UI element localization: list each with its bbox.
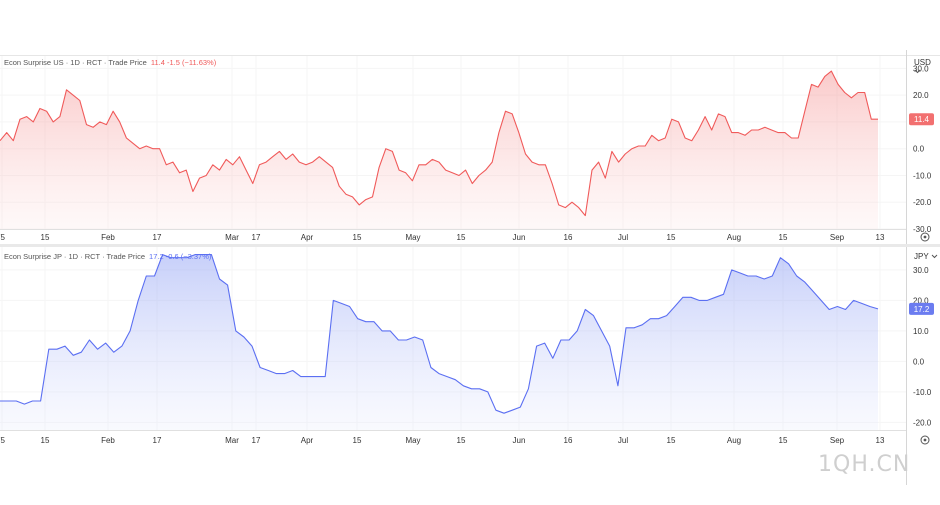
currency-jpy-selector[interactable]: JPY bbox=[914, 252, 938, 261]
currency-usd-selector[interactable]: USD bbox=[914, 58, 940, 76]
x-tick-label-us-16: Sep bbox=[830, 233, 845, 242]
x-tick-label-jp-9: 15 bbox=[457, 436, 466, 445]
x-tick-label-jp-13: 15 bbox=[667, 436, 676, 445]
y-tick-label-jp-2: 10.0 bbox=[913, 327, 929, 336]
y-tick-label-us-3: 0.0 bbox=[913, 145, 925, 154]
x-tick-label-us-6: Apr bbox=[301, 233, 314, 242]
last-value-badge-jp bbox=[909, 302, 934, 315]
x-tick-label-us-17: 13 bbox=[876, 233, 885, 242]
x-tick-label-jp-14: Aug bbox=[727, 436, 741, 445]
x-tick-label-jp-5: 17 bbox=[252, 436, 261, 445]
y-tick-label-jp-0: 30.0 bbox=[913, 266, 929, 275]
legend-us-label: Econ Surprise US · 1D · RCT · Trade Pric… bbox=[4, 58, 147, 67]
settings-icon[interactable] bbox=[920, 435, 930, 445]
x-tick-label-jp-15: 15 bbox=[779, 436, 788, 445]
x-tick-label-us-1: 15 bbox=[41, 233, 50, 242]
y-tick-label-us-0: 30.0 bbox=[913, 64, 929, 73]
legend-jp-values: 17.2 -0.6 (−3.37%) bbox=[149, 252, 212, 261]
x-tick-label-us-13: 15 bbox=[667, 233, 676, 242]
x-tick-label-us-8: May bbox=[405, 233, 420, 242]
x-tick-label-jp-0: '5 bbox=[0, 436, 6, 445]
x-tick-label-us-14: Aug bbox=[727, 233, 741, 242]
x-tick-label-jp-12: Jul bbox=[618, 436, 628, 445]
y-tick-label-jp-5: -20.0 bbox=[913, 418, 932, 427]
x-tick-label-us-3: 17 bbox=[153, 233, 162, 242]
x-tick-label-jp-17: 13 bbox=[876, 436, 885, 445]
y-tick-label-us-6: -30.0 bbox=[913, 225, 932, 234]
x-tick-label-jp-6: Apr bbox=[301, 436, 314, 445]
x-tick-label-jp-1: 15 bbox=[41, 436, 50, 445]
legend-jp-label: Econ Surprise JP · 1D · RCT · Trade Pric… bbox=[4, 252, 146, 261]
series-line-us[interactable] bbox=[0, 70, 878, 217]
x-tick-label-us-4: Mar bbox=[225, 233, 239, 242]
currency-jpy-label: JPY bbox=[914, 252, 929, 261]
x-tick-label-us-15: 15 bbox=[779, 233, 788, 242]
legend-jp[interactable]: Econ Surprise JP · 1D · RCT · Trade Pric… bbox=[4, 252, 211, 261]
x-tick-label-us-12: Jul bbox=[618, 233, 628, 242]
x-tick-label-jp-10: Jun bbox=[513, 436, 526, 445]
x-tick-label-jp-2: Feb bbox=[101, 436, 115, 445]
x-tick-label-us-0: '5 bbox=[0, 233, 6, 242]
x-tick-label-us-11: 16 bbox=[564, 233, 573, 242]
y-tick-label-jp-4: -10.0 bbox=[913, 388, 932, 397]
y-tick-label-us-5: -20.0 bbox=[913, 198, 932, 207]
x-tick-label-jp-4: Mar bbox=[225, 436, 239, 445]
x-tick-label-us-9: 15 bbox=[457, 233, 466, 242]
chevron-down-icon bbox=[931, 254, 938, 259]
series-line-jp[interactable] bbox=[0, 254, 879, 414]
chevron-down-icon bbox=[914, 69, 921, 74]
x-tick-label-jp-3: 17 bbox=[153, 436, 162, 445]
x-tick-label-jp-11: 16 bbox=[564, 436, 573, 445]
last-value-label-jp: 17.2 bbox=[914, 305, 930, 314]
x-tick-label-us-5: 17 bbox=[252, 233, 261, 242]
currency-usd-label: USD bbox=[914, 58, 931, 67]
y-tick-label-jp-3: 0.0 bbox=[913, 357, 925, 366]
last-value-badge-us bbox=[909, 113, 934, 126]
watermark: 1QH.CN bbox=[818, 452, 911, 477]
y-tick-label-us-4: -10.0 bbox=[913, 171, 932, 180]
x-tick-label-us-10: Jun bbox=[513, 233, 526, 242]
legend-us[interactable]: Econ Surprise US · 1D · RCT · Trade Pric… bbox=[4, 58, 216, 67]
settings-icon[interactable] bbox=[920, 232, 930, 242]
last-value-label-us: 11.4 bbox=[914, 115, 930, 124]
y-tick-label-jp-1: 20.0 bbox=[913, 296, 929, 305]
series-area-us bbox=[0, 71, 878, 229]
x-tick-label-jp-16: Sep bbox=[830, 436, 845, 445]
x-tick-label-us-2: Feb bbox=[101, 233, 115, 242]
y-tick-label-us-1: 20.0 bbox=[913, 91, 929, 100]
x-tick-label-us-7: 15 bbox=[353, 233, 362, 242]
legend-us-values: 11.4 -1.5 (−11.63%) bbox=[150, 58, 217, 67]
x-tick-label-jp-7: 15 bbox=[353, 436, 362, 445]
x-tick-label-jp-8: May bbox=[405, 436, 420, 445]
series-area-jp bbox=[0, 254, 878, 430]
